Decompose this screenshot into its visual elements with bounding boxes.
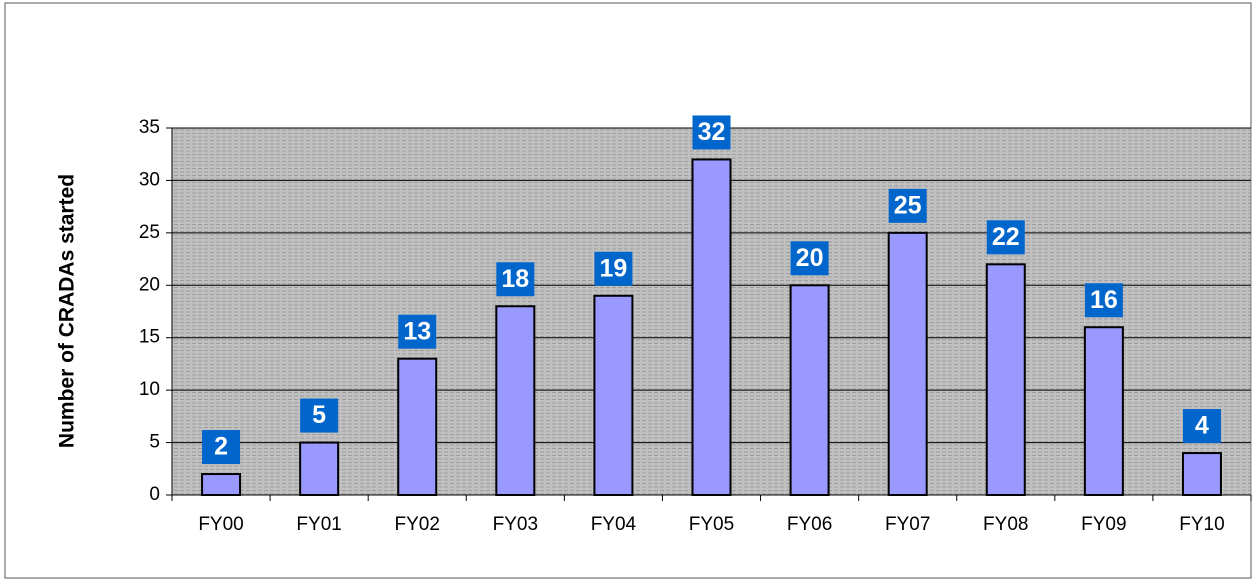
x-tick-label: FY09: [1081, 514, 1126, 535]
x-tick-label: FY07: [885, 514, 930, 535]
y-tick-label: 0: [149, 484, 160, 505]
value-label: 5: [312, 401, 326, 429]
value-label: 20: [796, 244, 824, 272]
bar: [201, 473, 242, 496]
value-label-box: [1182, 409, 1221, 444]
value-label-box: [202, 430, 241, 465]
value-label-box: [692, 115, 731, 150]
value-label: 2: [214, 433, 228, 461]
bar: [299, 441, 340, 497]
x-tick-label: FY00: [198, 514, 243, 535]
y-tick-label: 15: [139, 327, 160, 348]
y-tick-label: 25: [139, 222, 160, 243]
value-label: 13: [403, 317, 431, 345]
bar: [985, 263, 1026, 497]
x-tick-label: FY10: [1179, 514, 1224, 535]
bar: [1181, 452, 1222, 496]
y-tick-label: 20: [139, 274, 160, 295]
x-tick-label: FY01: [296, 514, 341, 535]
bar: [397, 357, 438, 496]
x-tick-label: FY08: [983, 514, 1028, 535]
value-label: 25: [894, 191, 922, 219]
value-label-box: [300, 398, 339, 433]
value-label: 4: [1195, 412, 1209, 440]
value-label: 22: [992, 223, 1020, 251]
value-label: 16: [1090, 286, 1118, 314]
x-tick-label: FY05: [689, 514, 734, 535]
y-tick-label: 10: [139, 379, 160, 400]
value-label: 18: [501, 265, 529, 293]
bar: [789, 284, 830, 496]
bar: [593, 294, 634, 496]
value-label-box: [1084, 283, 1123, 318]
bar: [1083, 326, 1124, 496]
y-axis-label: Number of CRADAs started: [56, 174, 79, 448]
bar: [495, 305, 536, 496]
value-label-box: [398, 314, 437, 349]
bar: [887, 231, 928, 496]
x-tick-label: FY04: [591, 514, 637, 535]
value-label-box: [790, 241, 829, 276]
x-tick-label: FY03: [493, 514, 538, 535]
value-label-box: [496, 262, 535, 297]
y-tick-label: 35: [139, 117, 160, 138]
x-tick-label: FY06: [787, 514, 832, 535]
bar: [691, 158, 732, 496]
y-tick-label: 30: [139, 169, 160, 190]
y-tick-label: 5: [149, 432, 160, 453]
value-label-box: [594, 251, 633, 286]
value-label: 19: [600, 254, 628, 282]
value-label-box: [986, 220, 1025, 255]
value-label-box: [888, 188, 927, 223]
value-label: 32: [698, 118, 726, 146]
x-tick-label: FY02: [395, 514, 440, 535]
